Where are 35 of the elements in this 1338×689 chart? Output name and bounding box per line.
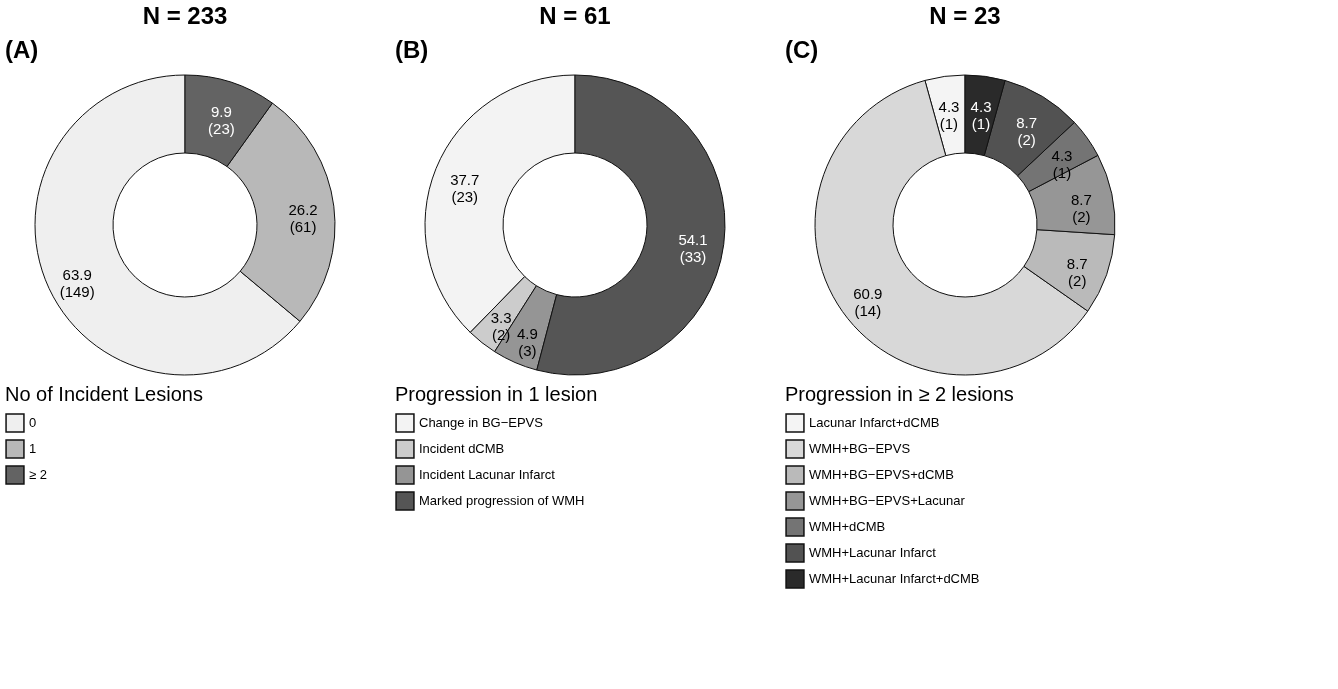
legend-label: WMH+Lacunar Infarct — [809, 545, 937, 560]
text: (A) — [5, 36, 39, 63]
text: (C) — [785, 36, 819, 63]
chart-title: N = 233 — [142, 2, 228, 29]
chart-title: N = 23 — [929, 2, 1001, 29]
data-label: 4.3 (1) — [938, 98, 960, 133]
data-label: 9.9 (23) — [208, 102, 235, 137]
legend-label: Lacunar Infarct+dCMB — [809, 415, 940, 430]
legend-title: Progression in 1 lesion — [395, 383, 598, 405]
legend-label: Incident dCMB — [419, 441, 505, 456]
data-label: 37.7 (23) — [450, 171, 480, 206]
legend-label: ≥ 2 — [29, 467, 47, 482]
legend-label: Incident Lacunar Infarct — [419, 467, 556, 482]
text: (B) — [395, 36, 429, 63]
data-label: 54.1 (33) — [678, 231, 708, 266]
data-label: 63.9 (149) — [59, 266, 95, 301]
legend-label: WMH+dCMB — [809, 519, 886, 534]
data-label: 8.7 (2) — [1066, 255, 1088, 290]
legend-label: WMH+Lacunar Infarct+dCMB — [809, 571, 980, 586]
legend-label: WMH+BG−EPVS+dCMB — [809, 467, 954, 482]
legend-label: 0 — [29, 415, 37, 430]
data-label: 8.7 (2) — [1070, 191, 1092, 226]
data-label: 4.9 (3) — [516, 325, 538, 360]
legend-label: Change in BG−EPVS — [419, 415, 544, 430]
legend-label: 1 — [29, 441, 37, 456]
data-label: 8.7 (2) — [1016, 114, 1038, 149]
legend-title: No of Incident Lesions — [5, 383, 203, 405]
chart-title: N = 61 — [539, 2, 611, 29]
data-label: 26.2 (61) — [288, 201, 318, 236]
data-label: 60.9 (14) — [853, 284, 883, 319]
legend-label: WMH+BG−EPVS+Lacunar — [809, 493, 966, 508]
data-label: 4.3 (1) — [970, 98, 992, 133]
legend-label: Marked progression of WMH — [419, 493, 585, 508]
legend-title: Progression in ≥ 2 lesions — [785, 383, 1014, 405]
legend-label: WMH+BG−EPVS — [809, 441, 911, 456]
